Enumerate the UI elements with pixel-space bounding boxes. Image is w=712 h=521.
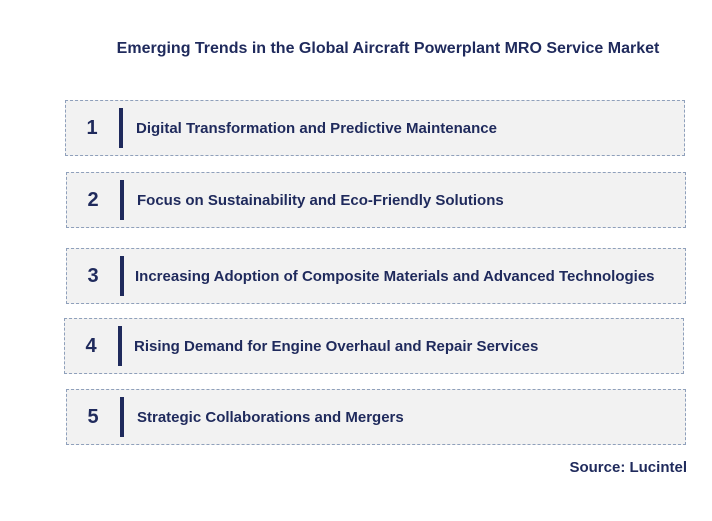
trend-box-3: 3 Increasing Adoption of Composite Mater… — [66, 248, 686, 304]
trend-label-4: Rising Demand for Engine Overhaul and Re… — [134, 337, 539, 355]
trend-box-4: 4 Rising Demand for Engine Overhaul and … — [64, 318, 684, 374]
trend-box-1: 1 Digital Transformation and Predictive … — [65, 100, 685, 156]
trend-number-2: 2 — [87, 188, 99, 211]
trend-divider-3 — [120, 256, 124, 296]
diagram-title: Emerging Trends in the Global Aircraft P… — [116, 40, 660, 57]
trend-label-2: Focus on Sustainability and Eco-Friendly… — [137, 191, 504, 209]
trend-label-3: Increasing Adoption of Composite Materia… — [135, 267, 655, 285]
trend-number-3: 3 — [87, 264, 99, 287]
trend-label-5: Strategic Collaborations and Mergers — [137, 408, 404, 426]
trend-number-5: 5 — [87, 405, 99, 428]
trend-divider-2 — [120, 180, 124, 220]
trend-divider-1 — [119, 108, 123, 148]
trend-divider-5 — [120, 397, 124, 437]
trend-number-1: 1 — [86, 116, 98, 139]
trend-divider-4 — [118, 326, 122, 366]
trend-box-2: 2 Focus on Sustainability and Eco-Friend… — [66, 172, 686, 228]
trend-label-1: Digital Transformation and Predictive Ma… — [136, 119, 497, 137]
trend-number-4: 4 — [85, 334, 97, 357]
source-note: Source: Lucintel — [569, 459, 687, 476]
trend-box-5: 5 Strategic Collaborations and Mergers — [66, 389, 686, 445]
